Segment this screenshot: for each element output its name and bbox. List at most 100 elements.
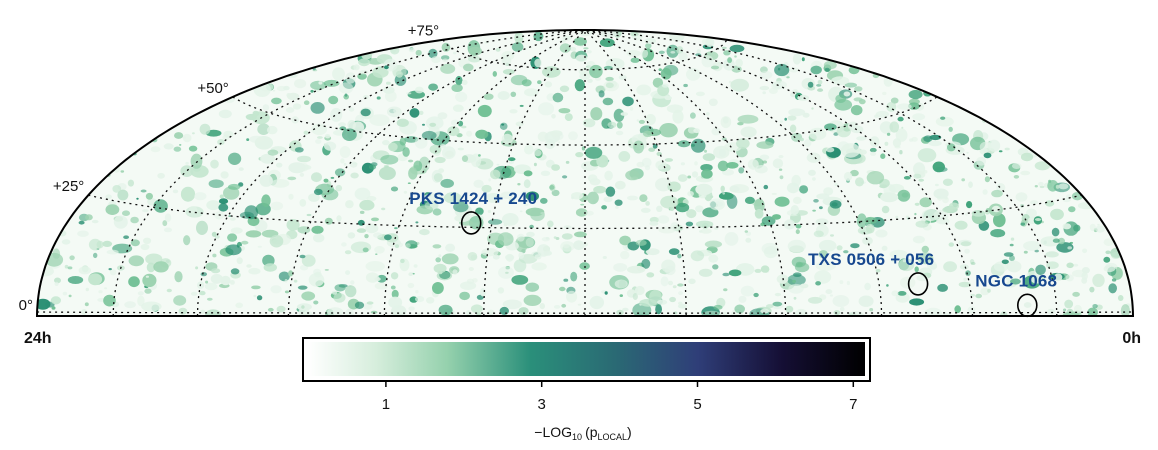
significance-blob: [690, 138, 706, 153]
significance-blob: [568, 131, 578, 141]
significance-blob: [140, 243, 150, 251]
significance-blob: [137, 295, 145, 307]
significance-blob: [958, 281, 971, 288]
significance-blob: [223, 130, 234, 138]
significance-blob: [1062, 223, 1072, 230]
significance-blob: [443, 192, 462, 204]
significance-blob: [438, 254, 442, 258]
significance-blob: [519, 34, 524, 38]
significance-blob: [657, 215, 670, 224]
significance-blob: [891, 290, 899, 297]
significance-blob: [344, 250, 352, 255]
significance-blob: [1103, 256, 1111, 263]
significance-blob: [1023, 302, 1032, 308]
significance-blob: [441, 55, 450, 61]
significance-blob: [605, 76, 614, 82]
significance-blob: [204, 282, 218, 291]
significance-blob: [551, 189, 560, 197]
significance-blob: [730, 78, 749, 92]
significance-blob: [607, 121, 617, 129]
significance-blob: [261, 194, 271, 207]
significance-blob: [130, 239, 140, 247]
significance-blob: [257, 245, 262, 248]
significance-blob: [709, 198, 725, 211]
significance-blob: [728, 269, 742, 277]
significance-blob: [206, 200, 221, 211]
significance-blob: [172, 189, 179, 194]
significance-blob: [744, 230, 748, 233]
significance-blob: [655, 304, 662, 315]
significance-blob: [315, 139, 322, 144]
significance-blob: [625, 170, 640, 181]
significance-blob: [407, 182, 411, 184]
significance-blob: [120, 170, 125, 173]
significance-blob: [818, 239, 837, 252]
significance-blob: [284, 290, 290, 294]
significance-blob: [85, 287, 90, 292]
significance-blob: [794, 308, 808, 316]
significance-blob: [109, 269, 117, 276]
significance-blob: [1062, 197, 1071, 203]
significance-blob: [683, 83, 688, 88]
dec-label: +75°: [408, 23, 439, 40]
significance-blob: [1038, 181, 1044, 186]
significance-blob: [405, 243, 411, 249]
significance-blob: [323, 79, 340, 87]
significance-blob: [180, 165, 194, 178]
significance-blob: [142, 209, 149, 213]
significance-blob: [130, 216, 139, 224]
significance-blob: [660, 68, 672, 80]
ra-label-left: 24h: [24, 330, 52, 347]
significance-blob: [324, 217, 333, 225]
significance-blob: [339, 146, 351, 158]
significance-blob: [789, 124, 797, 133]
colorbar-tick-label: 7: [849, 396, 857, 413]
significance-blob: [210, 159, 219, 169]
significance-blob: [793, 296, 797, 300]
significance-blob: [235, 302, 243, 309]
significance-blob: [839, 280, 844, 285]
significance-blob: [185, 161, 189, 165]
significance-blob: [68, 294, 72, 298]
significance-blob: [632, 293, 638, 300]
significance-blob: [350, 280, 355, 285]
significance-blob: [1006, 276, 1011, 281]
significance-blob: [460, 281, 477, 291]
significance-blob: [495, 48, 501, 52]
significance-blob: [575, 54, 588, 62]
significance-blob: [344, 93, 348, 97]
significance-blob: [1120, 304, 1131, 316]
significance-blob: [630, 57, 640, 63]
significance-blob: [537, 244, 551, 257]
significance-blob: [786, 76, 790, 79]
significance-blob: [442, 58, 449, 63]
significance-blob: [843, 91, 851, 97]
significance-blob: [271, 179, 290, 188]
significance-blob: [317, 136, 323, 139]
significance-blob: [519, 210, 523, 213]
significance-blob: [932, 161, 945, 173]
significance-blob: [642, 130, 653, 137]
significance-blob: [299, 172, 305, 177]
significance-blob: [629, 106, 634, 111]
significance-blob: [122, 210, 130, 216]
significance-blob: [437, 112, 448, 120]
significance-blob: [970, 262, 976, 265]
significance-blob: [108, 268, 112, 271]
significance-blob: [599, 38, 615, 47]
significance-blob: [914, 212, 917, 216]
significance-blob: [438, 304, 453, 316]
significance-blob: [602, 97, 614, 106]
significance-blob: [415, 290, 419, 294]
significance-blob: [343, 162, 347, 166]
significance-blob: [921, 245, 929, 253]
significance-blob: [408, 48, 415, 53]
significance-blob: [267, 307, 274, 312]
significance-blob: [559, 85, 570, 93]
significance-blob: [259, 174, 273, 187]
significance-blob: [157, 172, 165, 179]
significance-blob: [455, 75, 463, 86]
significance-blob: [196, 220, 208, 235]
significance-blob: [526, 231, 535, 238]
significance-blob: [1034, 218, 1042, 221]
